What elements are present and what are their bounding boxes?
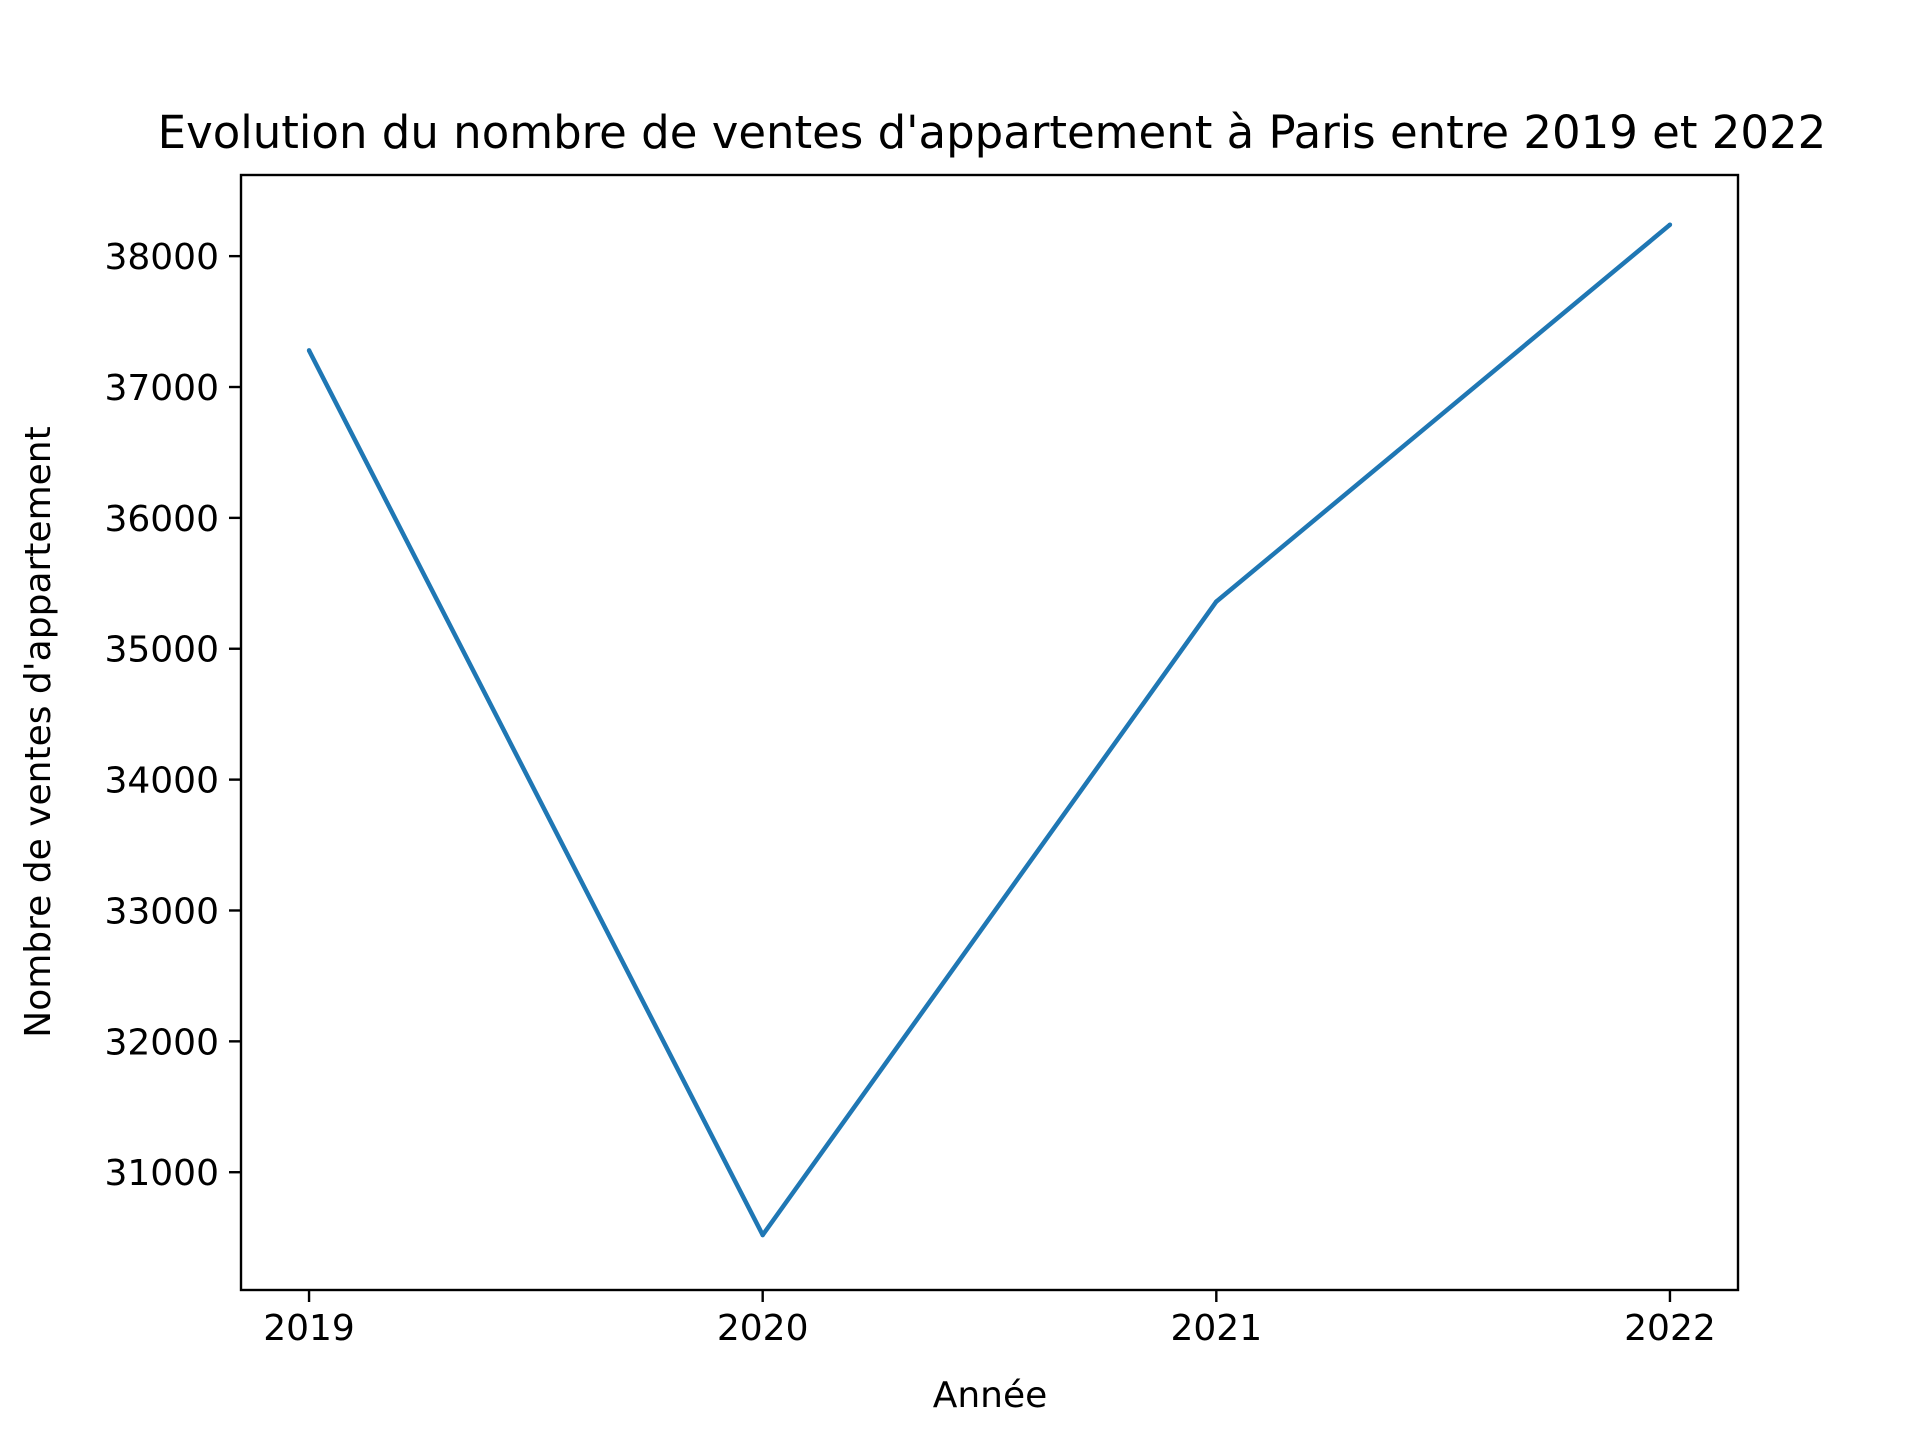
x-axis: 2019 2020 2021 2022	[263, 1290, 1716, 1349]
y-tick-label: 35000	[104, 630, 219, 671]
x-tick-label: 2022	[1624, 1308, 1716, 1349]
data-point	[760, 1232, 765, 1238]
y-axis: 31000 32000 33000 34000 35000 36000 37000 38000	[104, 237, 241, 1194]
y-tick-label: 32000	[104, 1022, 219, 1063]
data-point	[1214, 599, 1219, 604]
y-tick-label: 33000	[104, 891, 219, 932]
x-axis-label: Année	[933, 1375, 1048, 1416]
y-tick-label: 38000	[104, 237, 219, 278]
y-axis-label: Nombre de ventes d'appartement	[18, 426, 59, 1037]
x-tick-label: 2019	[263, 1308, 355, 1349]
y-tick-label: 31000	[104, 1153, 219, 1194]
data-point	[1667, 222, 1673, 227]
plot-frame	[239, 173, 1740, 1292]
y-tick-label: 34000	[104, 761, 219, 802]
x-tick-label: 2020	[717, 1308, 809, 1349]
series-line	[306, 222, 1672, 1238]
data-point	[306, 348, 312, 353]
plot-area	[306, 222, 1673, 1238]
y-tick-label: 37000	[104, 368, 219, 409]
chart-title: Evolution du nombre de ventes d'appartem…	[158, 106, 1827, 159]
y-tick-label: 36000	[104, 499, 219, 540]
x-tick-label: 2021	[1171, 1308, 1263, 1349]
